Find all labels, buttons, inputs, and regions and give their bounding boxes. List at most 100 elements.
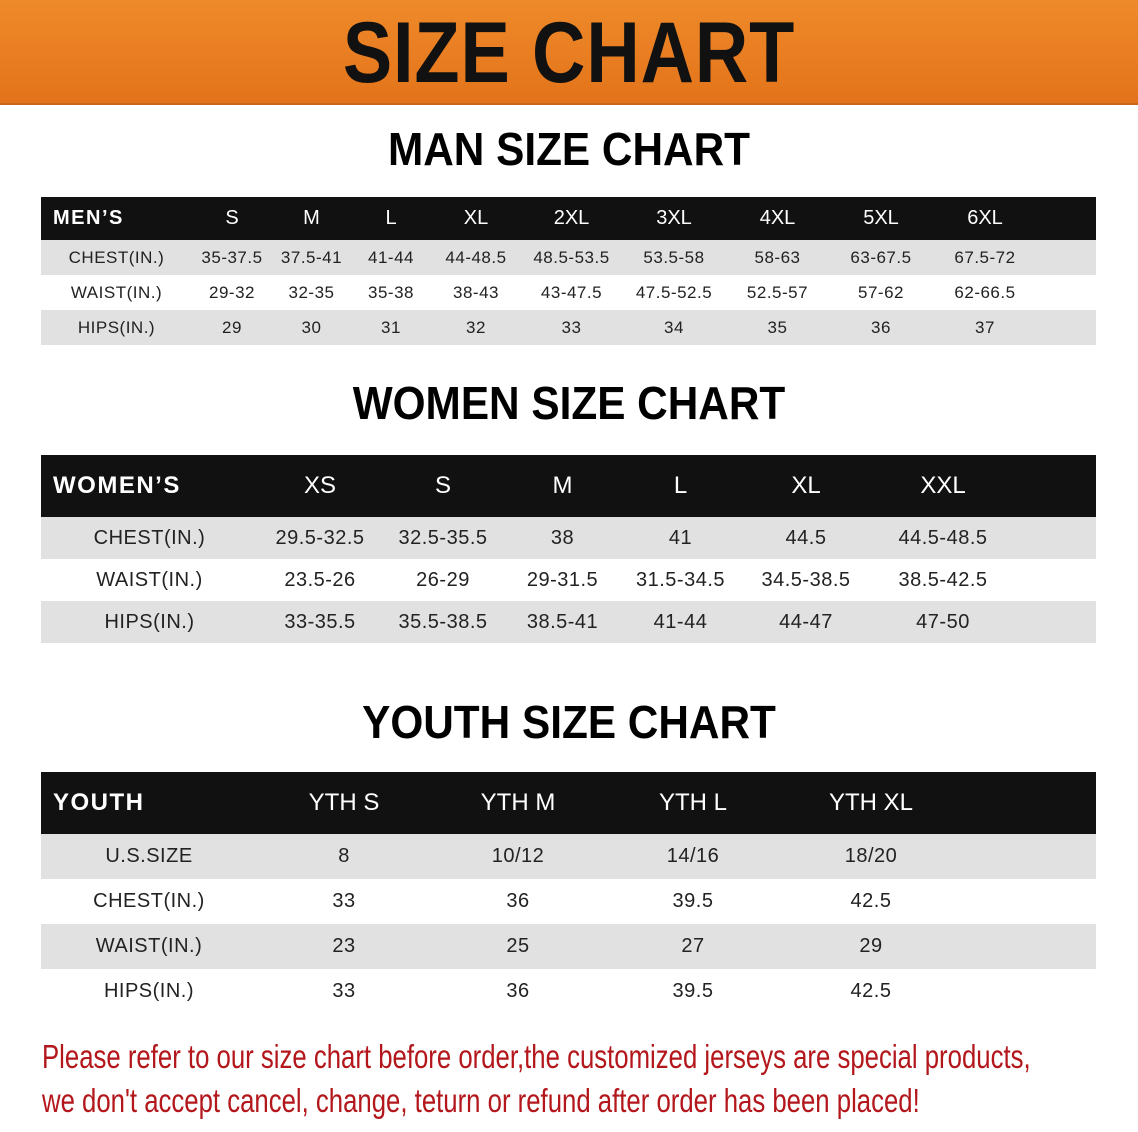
row-spacer xyxy=(961,879,1096,924)
measurement-cell: 33 xyxy=(521,310,622,345)
measurement-cell: 57-62 xyxy=(829,275,933,310)
size-header: 4XL xyxy=(726,197,829,240)
header-spacer xyxy=(1037,197,1096,240)
row-label: HIPS(IN.) xyxy=(41,969,257,1014)
measurement-cell: 36 xyxy=(431,879,605,924)
measurement-cell: 14/16 xyxy=(605,834,781,879)
size-header: L xyxy=(621,455,740,517)
header-spacer xyxy=(961,772,1096,834)
measurement-cell: 63-67.5 xyxy=(829,240,933,275)
measurement-cell: 38-43 xyxy=(431,275,521,310)
measurement-cell: 58-63 xyxy=(726,240,829,275)
women-header-row: WOMEN’S XS S M L XL XXL xyxy=(41,455,1096,517)
measurement-cell: 35-38 xyxy=(351,275,431,310)
notice-line-1: Please refer to our size chart before or… xyxy=(42,1038,1031,1075)
table-row: U.S.SIZE 8 10/12 14/16 18/20 xyxy=(41,834,1096,879)
measurement-cell: 38.5-41 xyxy=(504,601,621,643)
measurement-cell: 44-47 xyxy=(740,601,872,643)
measurement-cell: 44.5-48.5 xyxy=(872,517,1014,559)
measurement-cell: 33-35.5 xyxy=(258,601,382,643)
youth-header-label: YOUTH xyxy=(41,772,257,834)
size-header: 3XL xyxy=(622,197,726,240)
women-header-label: WOMEN’S xyxy=(41,455,258,517)
header-spacer xyxy=(1014,455,1096,517)
size-header: S xyxy=(192,197,272,240)
row-spacer xyxy=(961,924,1096,969)
size-header: 2XL xyxy=(521,197,622,240)
measurement-cell: 29 xyxy=(192,310,272,345)
row-label: CHEST(IN.) xyxy=(41,240,192,275)
table-row: WAIST(IN.) 29-32 32-35 35-38 38-43 43-47.5 47.… xyxy=(41,275,1096,310)
table-row: CHEST(IN.) 35-37.5 37.5-41 41-44 44-48.5 48.5… xyxy=(41,240,1096,275)
measurement-cell: 32.5-35.5 xyxy=(382,517,504,559)
measurement-cell: 52.5-57 xyxy=(726,275,829,310)
measurement-cell: 39.5 xyxy=(605,879,781,924)
measurement-cell: 29 xyxy=(781,924,961,969)
table-row: WAIST(IN.) 23.5-26 26-29 29-31.5 31.5-34.5 34… xyxy=(41,559,1096,601)
measurement-cell: 47.5-52.5 xyxy=(622,275,726,310)
size-header: YTH M xyxy=(431,772,605,834)
measurement-cell: 33 xyxy=(257,879,431,924)
men-header-row: MEN’S S M L XL 2XL 3XL 4XL 5XL 6XL xyxy=(41,197,1096,240)
women-size-table: WOMEN’S XS S M L XL XXL CHEST(IN.) 29.5-32.5 32.5… xyxy=(41,455,1096,643)
measurement-cell: 62-66.5 xyxy=(933,275,1037,310)
row-spacer xyxy=(961,834,1096,879)
row-spacer xyxy=(1014,517,1096,559)
row-label: WAIST(IN.) xyxy=(41,559,258,601)
measurement-cell: 42.5 xyxy=(781,969,961,1014)
measurement-cell: 23 xyxy=(257,924,431,969)
size-header: YTH L xyxy=(605,772,781,834)
row-label: HIPS(IN.) xyxy=(41,310,192,345)
table-row: CHEST(IN.) 33 36 39.5 42.5 xyxy=(41,879,1096,924)
table-row: WAIST(IN.) 23 25 27 29 xyxy=(41,924,1096,969)
men-header-label: MEN’S xyxy=(41,197,192,240)
measurement-cell: 67.5-72 xyxy=(933,240,1037,275)
row-label: WAIST(IN.) xyxy=(41,924,257,969)
women-section-title: WOMEN SIZE CHART xyxy=(352,377,786,429)
measurement-cell: 30 xyxy=(272,310,351,345)
measurement-cell: 37 xyxy=(933,310,1037,345)
youth-size-table: YOUTH YTH S YTH M YTH L YTH XL U.S.SIZE 8 10/12… xyxy=(41,772,1096,1014)
measurement-cell: 38 xyxy=(504,517,621,559)
size-header: M xyxy=(272,197,351,240)
row-label: HIPS(IN.) xyxy=(41,601,258,643)
measurement-cell: 8 xyxy=(257,834,431,879)
table-row: CHEST(IN.) 29.5-32.5 32.5-35.5 38 41 44.5 44.5… xyxy=(41,517,1096,559)
measurement-cell: 18/20 xyxy=(781,834,961,879)
measurement-cell: 26-29 xyxy=(382,559,504,601)
size-header: L xyxy=(351,197,431,240)
measurement-cell: 34 xyxy=(622,310,726,345)
measurement-cell: 29-32 xyxy=(192,275,272,310)
measurement-cell: 29.5-32.5 xyxy=(258,517,382,559)
measurement-cell: 34.5-38.5 xyxy=(740,559,872,601)
banner-title: SIZE CHART xyxy=(342,5,796,101)
measurement-cell: 43-47.5 xyxy=(521,275,622,310)
measurement-cell: 53.5-58 xyxy=(622,240,726,275)
size-header: XL xyxy=(431,197,521,240)
measurement-cell: 35 xyxy=(726,310,829,345)
banner: SIZE CHART xyxy=(0,0,1138,105)
size-header: XXL xyxy=(872,455,1014,517)
size-header: XS xyxy=(258,455,382,517)
size-header: XL xyxy=(740,455,872,517)
measurement-cell: 25 xyxy=(431,924,605,969)
measurement-cell: 37.5-41 xyxy=(272,240,351,275)
size-header: 6XL xyxy=(933,197,1037,240)
measurement-cell: 32-35 xyxy=(272,275,351,310)
size-header: 5XL xyxy=(829,197,933,240)
measurement-cell: 27 xyxy=(605,924,781,969)
measurement-cell: 39.5 xyxy=(605,969,781,1014)
measurement-cell: 29-31.5 xyxy=(504,559,621,601)
measurement-cell: 41-44 xyxy=(351,240,431,275)
measurement-cell: 36 xyxy=(829,310,933,345)
measurement-cell: 44.5 xyxy=(740,517,872,559)
row-label: CHEST(IN.) xyxy=(41,879,257,924)
measurement-cell: 36 xyxy=(431,969,605,1014)
measurement-cell: 10/12 xyxy=(431,834,605,879)
row-label: WAIST(IN.) xyxy=(41,275,192,310)
row-spacer xyxy=(961,969,1096,1014)
table-row: HIPS(IN.) 29 30 31 32 33 34 35 36 37 xyxy=(41,310,1096,345)
row-spacer xyxy=(1037,275,1096,310)
men-size-table: MEN’S S M L XL 2XL 3XL 4XL 5XL 6XL CHEST(IN.) 35-37… xyxy=(41,197,1096,345)
notice-line-2: we don't accept cancel, change, teturn o… xyxy=(42,1082,920,1119)
